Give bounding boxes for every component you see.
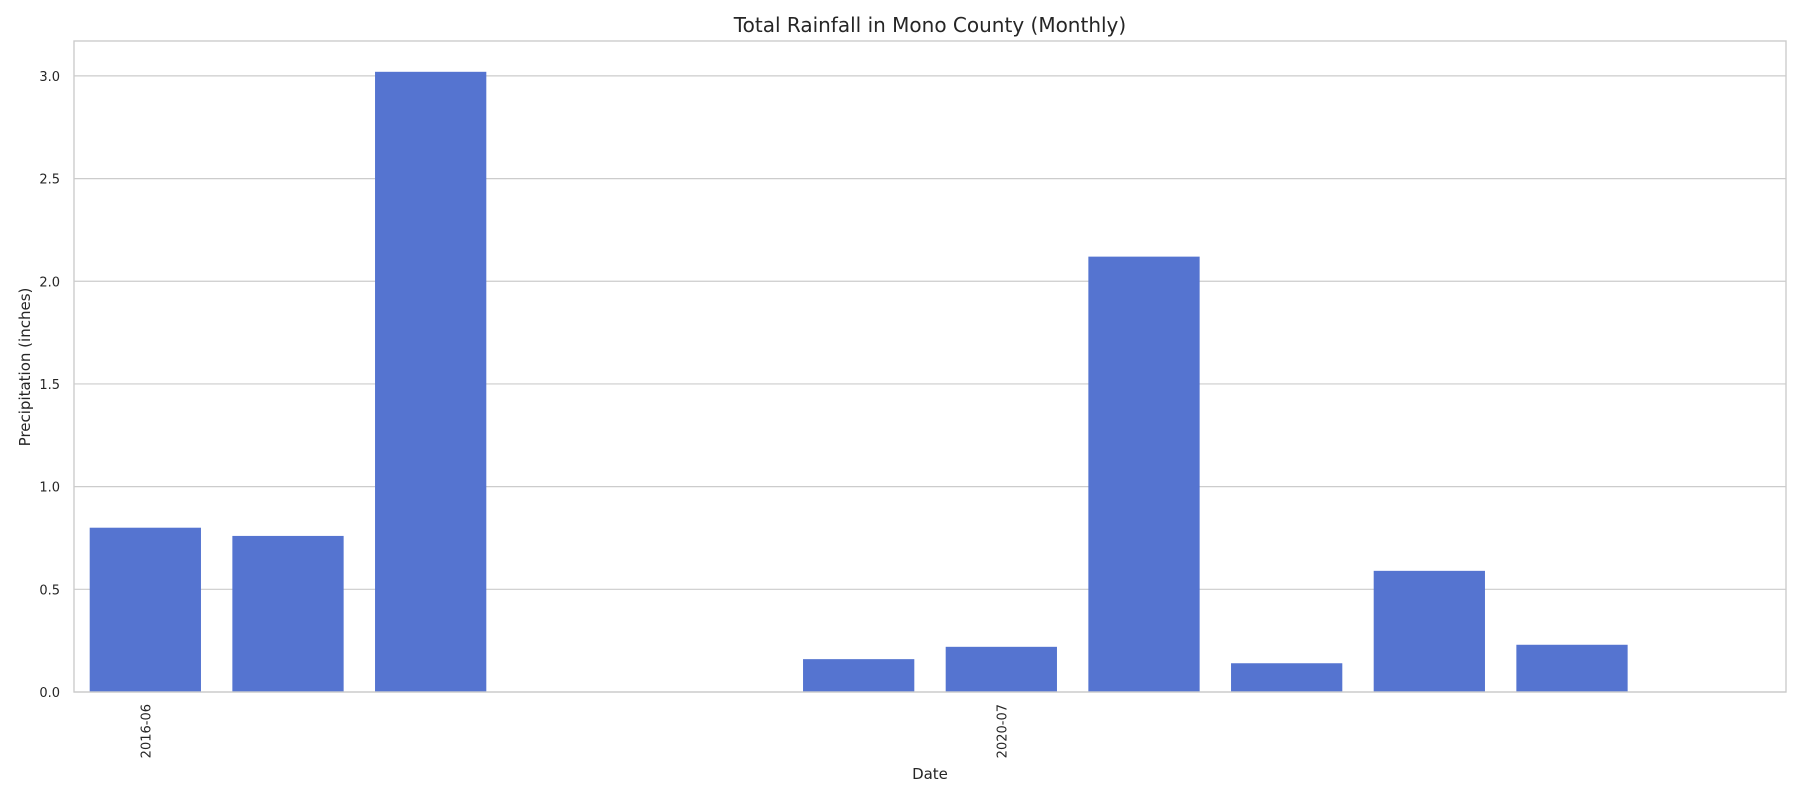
y-tick-labels: 0.0 0.5 1.0 1.5 2.0 2.5 3.0 [39, 70, 60, 701]
y-tick-label: 2.5 [39, 173, 60, 188]
bar [1373, 570, 1485, 692]
x-axis-label: Date [912, 765, 948, 783]
y-tick-label: 1.5 [39, 378, 60, 393]
x-tick-label: 2020-07 [995, 704, 1010, 758]
y-tick-label: 1.0 [39, 481, 60, 496]
bar [375, 71, 487, 692]
gridlines [74, 75, 1786, 693]
chart-title: Total Rainfall in Mono County (Monthly) [733, 13, 1126, 37]
y-axis-label: Precipitation (inches) [16, 288, 34, 447]
bar [945, 646, 1057, 692]
plot-frame [73, 40, 1787, 693]
y-tick-label: 2.0 [39, 275, 60, 290]
bars [89, 71, 1628, 692]
bar [1088, 256, 1200, 692]
bar [89, 527, 201, 692]
bar [803, 659, 915, 692]
x-tick-labels: 2016-06 2020-07 [139, 704, 1010, 758]
y-tick-label: 0.5 [39, 583, 60, 598]
y-tick-label: 3.0 [39, 70, 60, 85]
bar [1516, 644, 1628, 692]
x-tick-label: 2016-06 [139, 704, 154, 758]
bar [232, 535, 344, 692]
bar [1231, 663, 1343, 692]
y-tick-label: 0.0 [39, 686, 60, 701]
